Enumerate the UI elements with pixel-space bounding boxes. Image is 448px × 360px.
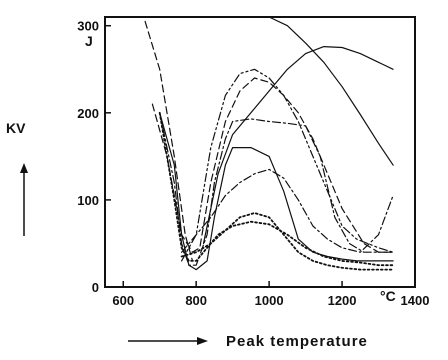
series-line-9 <box>144 20 194 262</box>
series-line-5 <box>158 111 394 267</box>
x-axis-arrow-head <box>197 337 208 345</box>
y-tick-label: 0 <box>92 280 99 295</box>
x-axis-label: Peak temperature <box>226 333 368 350</box>
series-line-1 <box>217 16 394 166</box>
series-line-2 <box>202 46 394 245</box>
x-tick-label: 1400 <box>401 293 430 308</box>
x-tick-label: 800 <box>185 293 207 308</box>
y-tick-label: 200 <box>77 106 99 121</box>
y-axis-arrow-head <box>20 163 28 173</box>
x-tick-label: 1200 <box>328 293 357 308</box>
y-tick-label: 300 <box>77 19 99 34</box>
x-unit-label: °C <box>380 288 396 304</box>
series-line-6 <box>151 77 394 253</box>
y-tick-label: 100 <box>77 193 99 208</box>
series-line-4 <box>159 112 394 266</box>
plot-frame <box>104 16 416 288</box>
ticks-layer: 600 800 1000 1200 1400 0 100 200 300 <box>77 19 429 308</box>
series-line-3 <box>159 112 394 271</box>
x-tick-label: 1000 <box>255 293 284 308</box>
y-unit-label: J <box>85 33 93 49</box>
series-line-8 <box>181 168 394 253</box>
series-line-7 <box>181 68 394 262</box>
y-axis-label: KV <box>6 120 26 136</box>
series-layer <box>144 16 394 271</box>
series-line-10 <box>180 212 394 271</box>
x-tick-label: 600 <box>112 293 134 308</box>
